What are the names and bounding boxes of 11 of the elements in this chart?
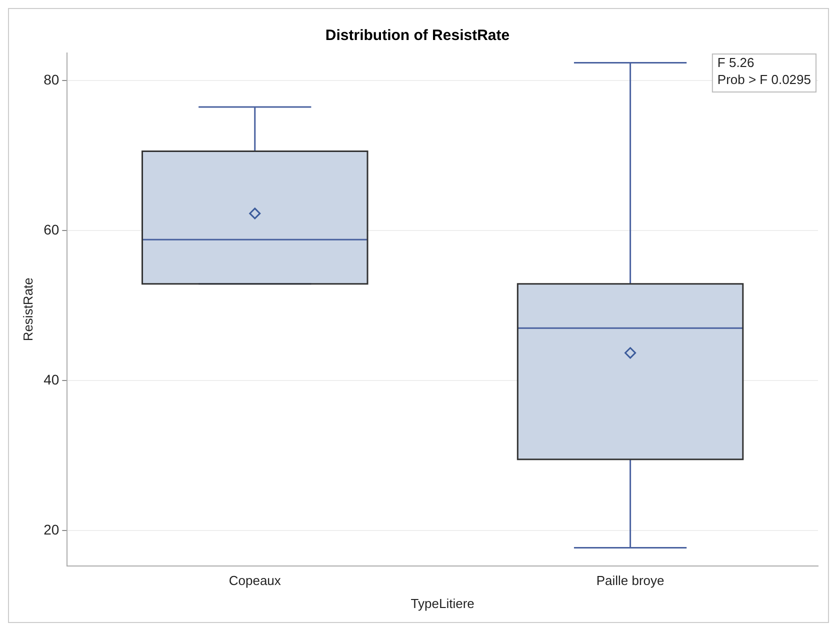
y-tick-label: 20 (44, 521, 60, 538)
y-axis-title: ResistRate (20, 278, 36, 342)
x-tick-label: Paille broye (596, 573, 664, 588)
annotation: Prob > F 0.0295 (717, 72, 812, 88)
y-tick-label: 60 (44, 222, 60, 238)
annotation: F 5.26 (717, 55, 754, 70)
x-axis-title: TypeLitiere (410, 596, 474, 611)
x-tick-label: Copeaux (228, 573, 282, 588)
y-tick-label: 80 (44, 72, 60, 88)
chart-title: Distribution of ResistRate (325, 27, 510, 44)
y-tick-label: 40 (44, 371, 60, 388)
